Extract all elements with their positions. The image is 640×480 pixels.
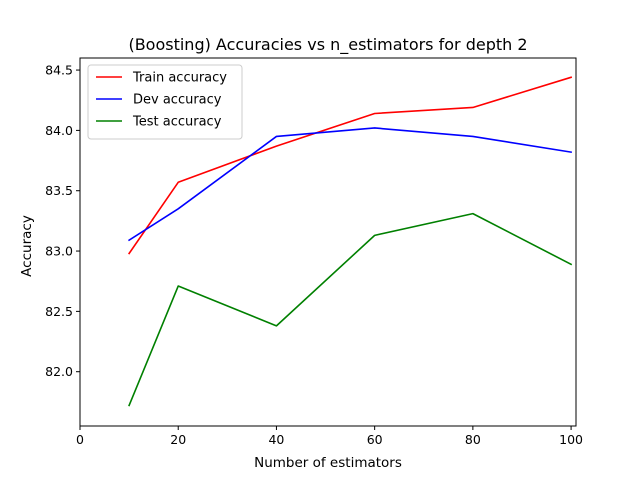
x-tick-label: 100 <box>559 432 583 447</box>
y-tick-label: 82.0 <box>45 364 73 379</box>
series-line-train-accuracy <box>127 76 573 255</box>
x-tick-label: 20 <box>170 432 186 447</box>
legend-entry-label: Test accuracy <box>132 115 222 130</box>
legend-entry-label: Train accuracy <box>132 71 227 86</box>
x-tick-label: 60 <box>367 432 383 447</box>
chart-title: (Boosting) Accuracies vs n_estimators fo… <box>128 35 527 55</box>
series-lines <box>127 76 573 407</box>
y-tick-label: 83.5 <box>45 183 73 198</box>
legend-entry-label: Dev accuracy <box>133 93 222 108</box>
y-axis: 82.0 82.5 83.0 83.5 84.0 84.5 <box>45 63 80 379</box>
y-tick-label: 82.5 <box>45 304 73 319</box>
x-axis-label: Number of estimators <box>254 455 402 471</box>
y-tick-label: 83.0 <box>45 244 73 259</box>
y-tick-label: 84.0 <box>45 123 73 138</box>
legend: Train accuracy Dev accuracy Test accuracy <box>87 64 243 140</box>
x-axis: 0 20 40 60 80 100 <box>76 426 583 447</box>
plot-area <box>79 57 577 427</box>
x-tick-label: 40 <box>268 432 284 447</box>
legend-box <box>87 64 243 140</box>
series-line-dev-accuracy <box>128 127 573 242</box>
x-tick-label: 0 <box>76 432 84 447</box>
y-tick-label: 84.5 <box>45 63 73 78</box>
series-line-test-accuracy <box>128 212 573 407</box>
y-axis-label: Accuracy <box>19 215 35 277</box>
x-tick-label: 80 <box>465 432 481 447</box>
plot-frame <box>79 57 577 427</box>
